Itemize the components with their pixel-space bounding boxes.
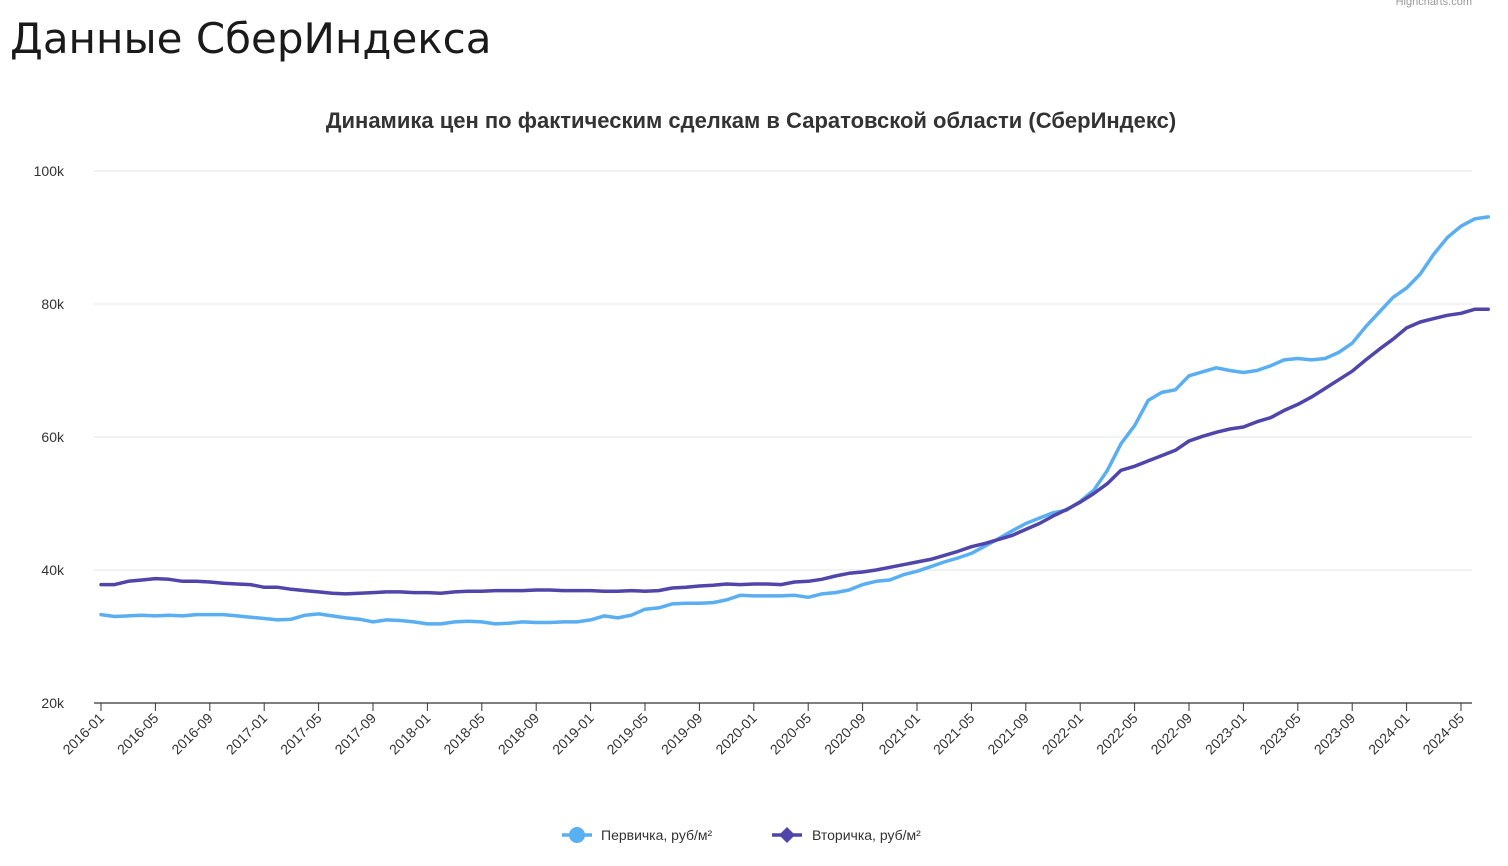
- x-tick-label: 2018-09: [495, 710, 543, 758]
- x-tick-label: 2016-01: [59, 710, 107, 758]
- chart-title: Динамика цен по фактическим сделкам в Са…: [326, 108, 1176, 133]
- x-tick-label: 2022-05: [1093, 710, 1141, 758]
- x-tick-label: 2020-09: [821, 710, 869, 758]
- y-tick-label: 80k: [41, 296, 65, 312]
- x-tick-label: 2018-01: [386, 710, 434, 758]
- x-tick-label: 2024-05: [1419, 710, 1467, 758]
- grid-layer: [94, 170, 1472, 704]
- legend-item[interactable]: Вторичка, руб/м²: [772, 827, 921, 843]
- x-tick-label: 2024-01: [1365, 710, 1413, 758]
- x-tick-label: 2016-05: [114, 710, 162, 758]
- x-tick-label: 2023-05: [1256, 710, 1304, 758]
- series-layer: [99, 215, 1490, 626]
- series-line-secondary[interactable]: [99, 307, 1490, 596]
- legend-label: Первичка, руб/м²: [601, 827, 713, 843]
- x-axis: 2016-01 2016-05 2016-09 2017-01 2017-05 2017-…: [59, 703, 1467, 757]
- x-tick-label: 2016-09: [168, 710, 216, 758]
- series-line-primary[interactable]: [99, 215, 1490, 626]
- x-tick-label: 2017-01: [223, 710, 271, 758]
- highcharts-credits-link[interactable]: Highcharts.com: [1395, 0, 1472, 8]
- y-tick-label: 100k: [34, 163, 65, 179]
- x-tick-label: 2021-09: [984, 710, 1032, 758]
- legend-circle-marker: [569, 827, 585, 843]
- x-tick-label: 2017-05: [277, 710, 325, 758]
- x-tick-label: 2021-01: [875, 710, 923, 758]
- x-tick-label: 2019-05: [603, 710, 651, 758]
- x-tick-label: 2022-09: [1147, 710, 1195, 758]
- y-tick-label: 60k: [41, 429, 65, 445]
- x-tick-label: 2023-09: [1311, 710, 1359, 758]
- y-axis-labels: 20k 40k 60k 80k 100k: [34, 163, 65, 711]
- legend-item[interactable]: Первичка, руб/м²: [562, 827, 713, 843]
- x-tick-label: 2021-05: [930, 710, 978, 758]
- x-tick-label: 2019-01: [549, 710, 597, 758]
- x-tick-label: 2017-09: [331, 710, 379, 758]
- legend-label: Вторичка, руб/м²: [812, 827, 921, 843]
- x-tick-label: 2023-01: [1202, 710, 1250, 758]
- x-tick-label: 2020-01: [712, 710, 760, 758]
- x-tick-label: 2022-01: [1039, 710, 1087, 758]
- x-tick-label: 2018-05: [440, 710, 488, 758]
- x-tick-label: 2020-05: [767, 710, 815, 758]
- legend: Первичка, руб/м² Вторичка, руб/м²: [562, 827, 921, 843]
- y-tick-label: 20k: [41, 695, 65, 711]
- x-tick-label: 2019-09: [658, 710, 706, 758]
- legend-diamond-marker: [779, 827, 795, 843]
- y-tick-label: 40k: [41, 562, 65, 578]
- page-title: Данные СберИндекса: [10, 14, 492, 63]
